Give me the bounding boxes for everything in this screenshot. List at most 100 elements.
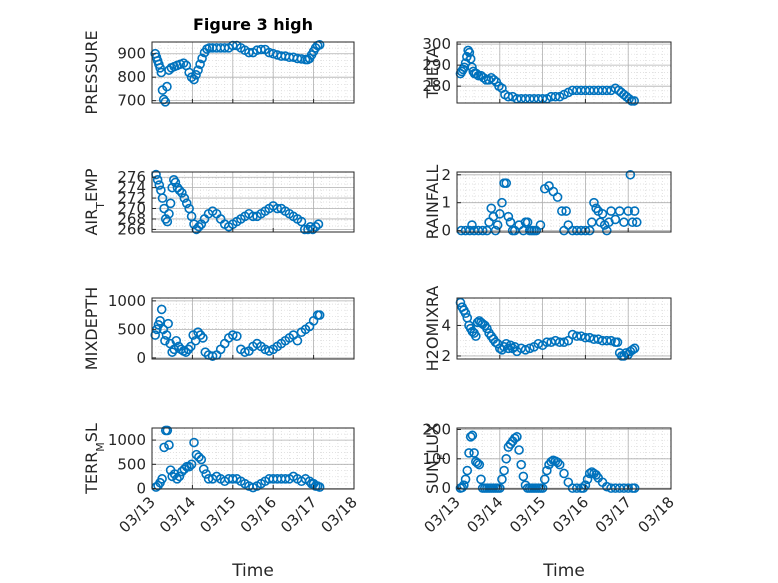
data-point — [191, 70, 201, 80]
data-point — [185, 341, 196, 352]
data-point — [455, 297, 466, 308]
x-tick-label: 03/14 — [156, 493, 199, 536]
data-point — [591, 203, 601, 214]
data-point — [460, 474, 471, 485]
data-point — [164, 208, 174, 219]
subplot-4: 0 1 2 — [441, 166, 672, 240]
data-point — [181, 198, 192, 209]
data-point — [524, 343, 535, 354]
data-point — [162, 81, 172, 92]
y-tick-label: 500 — [117, 455, 146, 473]
axes-box — [456, 297, 672, 360]
y-tick-label: 276 — [117, 168, 146, 186]
y-tick-label: 272 — [117, 189, 146, 207]
y-axis-label: THETA — [423, 47, 442, 99]
data-point — [576, 331, 586, 341]
data-point — [194, 221, 204, 232]
x-axis-label-left: Time — [231, 561, 274, 581]
data-point — [457, 482, 467, 493]
data-point — [155, 63, 165, 73]
data-series — [455, 45, 639, 106]
data-point — [467, 220, 477, 230]
x-tick-label: 03/16 — [237, 493, 280, 536]
data-point — [240, 347, 250, 357]
axes-box — [456, 171, 672, 233]
data-point — [557, 206, 567, 216]
data-point — [174, 185, 185, 196]
y-tick-label: 0 — [136, 349, 146, 367]
data-point — [232, 331, 242, 341]
data-series — [456, 169, 642, 236]
data-point — [464, 448, 474, 458]
y-tick-label: 700 — [117, 92, 146, 110]
data-point — [550, 91, 561, 102]
y-tick-label: 900 — [117, 45, 146, 63]
y-axis-label: PRESSURE — [82, 30, 101, 114]
data-point — [522, 217, 533, 228]
x-tick-label: 03/15 — [196, 493, 239, 536]
data-point — [625, 169, 636, 180]
data-point — [509, 341, 520, 352]
data-point — [497, 474, 507, 485]
data-point — [518, 471, 529, 482]
y-tick-label: 100 — [422, 450, 451, 468]
x-tick-label: 03/17 — [277, 493, 320, 536]
data-point — [197, 53, 207, 64]
x-tick-label: 03/16 — [549, 493, 592, 536]
y-axis-label: SUNFLUX — [423, 423, 448, 494]
data-point — [193, 327, 203, 338]
data-point — [597, 209, 608, 219]
data-point — [307, 224, 318, 235]
data-point — [567, 329, 578, 340]
data-point — [157, 474, 167, 484]
data-point — [546, 456, 556, 467]
data-point — [589, 334, 599, 344]
axes-box — [151, 427, 355, 490]
y-tick-label: 4 — [441, 316, 451, 334]
data-point — [184, 461, 194, 472]
data-point — [198, 464, 209, 474]
data-point — [170, 177, 181, 188]
data-point — [460, 308, 471, 319]
data-series — [455, 297, 640, 361]
data-point — [248, 211, 258, 222]
x-tick-label: 03/14 — [463, 493, 506, 536]
data-point — [533, 338, 544, 349]
data-point — [501, 338, 512, 349]
x-tick-label: 03/17 — [592, 493, 635, 536]
data-point — [554, 337, 565, 348]
y-tick-label: 274 — [117, 179, 146, 197]
data-point — [296, 216, 307, 227]
data-point — [198, 333, 208, 343]
data-point — [150, 330, 161, 340]
data-point — [474, 459, 485, 470]
data-point — [509, 433, 520, 444]
y-axis-label: MIXDEPTH — [82, 287, 101, 370]
data-point — [194, 452, 204, 462]
data-point — [552, 192, 563, 202]
data-point — [174, 471, 185, 482]
data-point — [189, 437, 199, 448]
data-series — [151, 169, 324, 235]
data-point — [601, 85, 612, 96]
data-point — [179, 193, 190, 203]
data-point — [554, 459, 565, 470]
data-point — [172, 474, 182, 484]
data-point — [584, 468, 595, 479]
data-point — [512, 431, 522, 442]
data-point — [516, 459, 527, 470]
data-point — [464, 47, 475, 58]
data-point — [559, 468, 569, 479]
subplot-1: 700 800 900 — [117, 40, 355, 110]
y-tick-label: 2 — [441, 166, 451, 184]
data-point — [164, 440, 174, 450]
y-tick-label: 0 — [441, 479, 451, 497]
data-series — [150, 40, 325, 107]
data-point — [186, 459, 197, 470]
data-point — [314, 40, 325, 50]
data-point — [542, 337, 552, 348]
data-series — [151, 425, 325, 493]
y-tick-label: 268 — [117, 210, 146, 228]
data-point — [610, 214, 621, 225]
data-point — [552, 457, 563, 468]
